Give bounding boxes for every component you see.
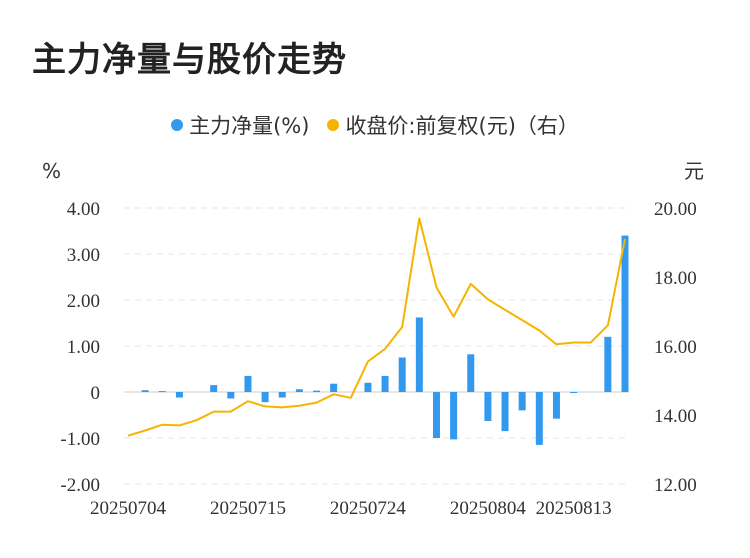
right-tick-label: 12.00 <box>654 475 697 496</box>
left-tick-label: 4.00 <box>67 199 100 220</box>
chart-legend: 主力净量(%) 收盘价:前复权(元)（右） <box>0 110 750 140</box>
bar <box>158 391 166 393</box>
bar <box>313 390 321 392</box>
bar <box>604 336 612 392</box>
bar <box>278 392 286 398</box>
bar <box>484 392 492 421</box>
bar <box>141 390 149 392</box>
x-tick-label: 20250804 <box>450 498 527 519</box>
bar <box>621 235 629 392</box>
bar <box>295 389 303 392</box>
x-tick-label: 20250813 <box>536 498 612 519</box>
x-tick-label: 20250724 <box>330 498 407 519</box>
legend-marker-line <box>327 119 340 131</box>
right-tick-label: 18.00 <box>654 268 697 289</box>
bar <box>450 392 458 440</box>
bar <box>398 357 406 392</box>
bar <box>432 392 440 438</box>
right-tick-label: 20.00 <box>654 199 697 220</box>
close-price-line <box>127 217 626 437</box>
bar <box>535 392 543 445</box>
chart-title: 主力净量与股价走势 <box>32 40 347 80</box>
bar <box>364 382 372 392</box>
bar <box>227 392 235 399</box>
bar <box>552 392 560 419</box>
left-tick-label: 2.00 <box>67 291 100 312</box>
left-axis-unit: % <box>42 159 61 183</box>
left-tick-label: -2.00 <box>60 475 100 496</box>
right-tick-label: 16.00 <box>654 337 697 358</box>
legend-item-close-price[interactable]: 收盘价:前复权(元)（右） <box>327 110 579 140</box>
left-tick-label: 0 <box>91 383 101 404</box>
left-tick-label: 1.00 <box>67 337 100 358</box>
bar <box>175 392 183 398</box>
left-tick-label: 3.00 <box>67 245 100 266</box>
bar <box>501 392 509 432</box>
bar <box>415 317 423 392</box>
bar <box>570 392 578 393</box>
bar <box>381 375 389 392</box>
bar <box>518 392 526 411</box>
bar <box>261 392 269 403</box>
right-tick-label: 14.00 <box>654 406 697 427</box>
legend-label-close-price: 收盘价:前复权(元)（右） <box>345 114 579 138</box>
legend-marker-bar <box>171 119 184 131</box>
x-tick-label: 20250715 <box>210 498 286 519</box>
bar <box>330 383 338 392</box>
left-tick-label: -1.00 <box>60 429 100 450</box>
legend-label-net-volume: 主力净量(%) <box>189 114 310 138</box>
right-axis-unit: 元 <box>684 159 704 183</box>
x-tick-label: 20250704 <box>90 498 167 519</box>
bar <box>210 385 218 392</box>
bar <box>244 375 252 392</box>
legend-item-net-volume[interactable]: 主力净量(%) <box>171 110 309 140</box>
bar <box>467 354 475 392</box>
